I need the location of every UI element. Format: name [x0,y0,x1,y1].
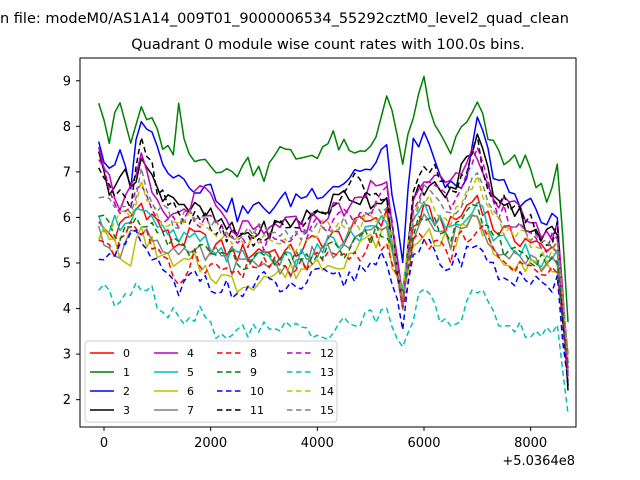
axes-frame [79,57,577,428]
legend-label-6: 6 [187,385,194,398]
y-tick-label: 6 [63,211,71,226]
series-line-12 [98,146,569,377]
y-tick-label: 4 [63,302,71,317]
x-axis-offset-label: +5.0364e8 [502,454,575,469]
x-tick-label: 8000 [514,436,547,451]
legend-label-12: 12 [320,347,334,360]
series-line-4 [97,146,569,373]
y-tick-label: 3 [63,348,71,363]
series-line-7 [97,213,569,373]
legend-label-15: 15 [320,404,334,417]
legend-label-9: 9 [250,366,257,379]
series-line-1 [97,75,569,323]
x-axis: 0 2000 4000 6000 8000 [100,427,547,451]
legend-label-4: 4 [187,347,194,360]
series-line-8 [98,220,569,368]
legend-label-3: 3 [123,404,130,417]
plot-lines [97,75,569,414]
y-tick-label: 8 [63,120,71,135]
legend-label-7: 7 [187,404,194,417]
x-tick-label: 4000 [301,436,334,451]
x-tick-label: 2000 [194,436,227,451]
figure-suptitle: n file: modeM0/AS1A14_009T01_9000006534_… [0,11,569,27]
y-tick-label: 9 [63,74,71,89]
legend-label-13: 13 [320,366,334,379]
series-line-3 [97,133,569,391]
legend-label-14: 14 [320,385,334,398]
legend-label-11: 11 [250,404,264,417]
x-tick-label: 6000 [407,436,440,451]
series-line-2 [97,116,569,387]
chart-title: Quadrant 0 module wise count rates with … [131,37,525,53]
series-line-15 [98,167,569,359]
legend-label-10: 10 [250,385,264,398]
y-axis: 2 3 4 5 6 7 8 9 [63,74,80,408]
legend-box [84,340,338,423]
series-line-14 [98,174,569,359]
y-tick-label: 5 [63,257,71,272]
y-tick-label: 2 [63,393,71,408]
series-line-10 [98,229,569,382]
legend-label-0: 0 [123,347,130,360]
x-tick-label: 0 [100,436,108,451]
series-line-11 [98,134,569,387]
legend-label-2: 2 [123,385,130,398]
legend-label-8: 8 [250,347,257,360]
legend-label-1: 1 [123,366,130,379]
series-line-9 [98,203,569,364]
y-tick-label: 7 [63,165,71,180]
legend-label-5: 5 [187,366,194,379]
series-line-13 [98,282,569,414]
series-line-5 [97,200,569,364]
